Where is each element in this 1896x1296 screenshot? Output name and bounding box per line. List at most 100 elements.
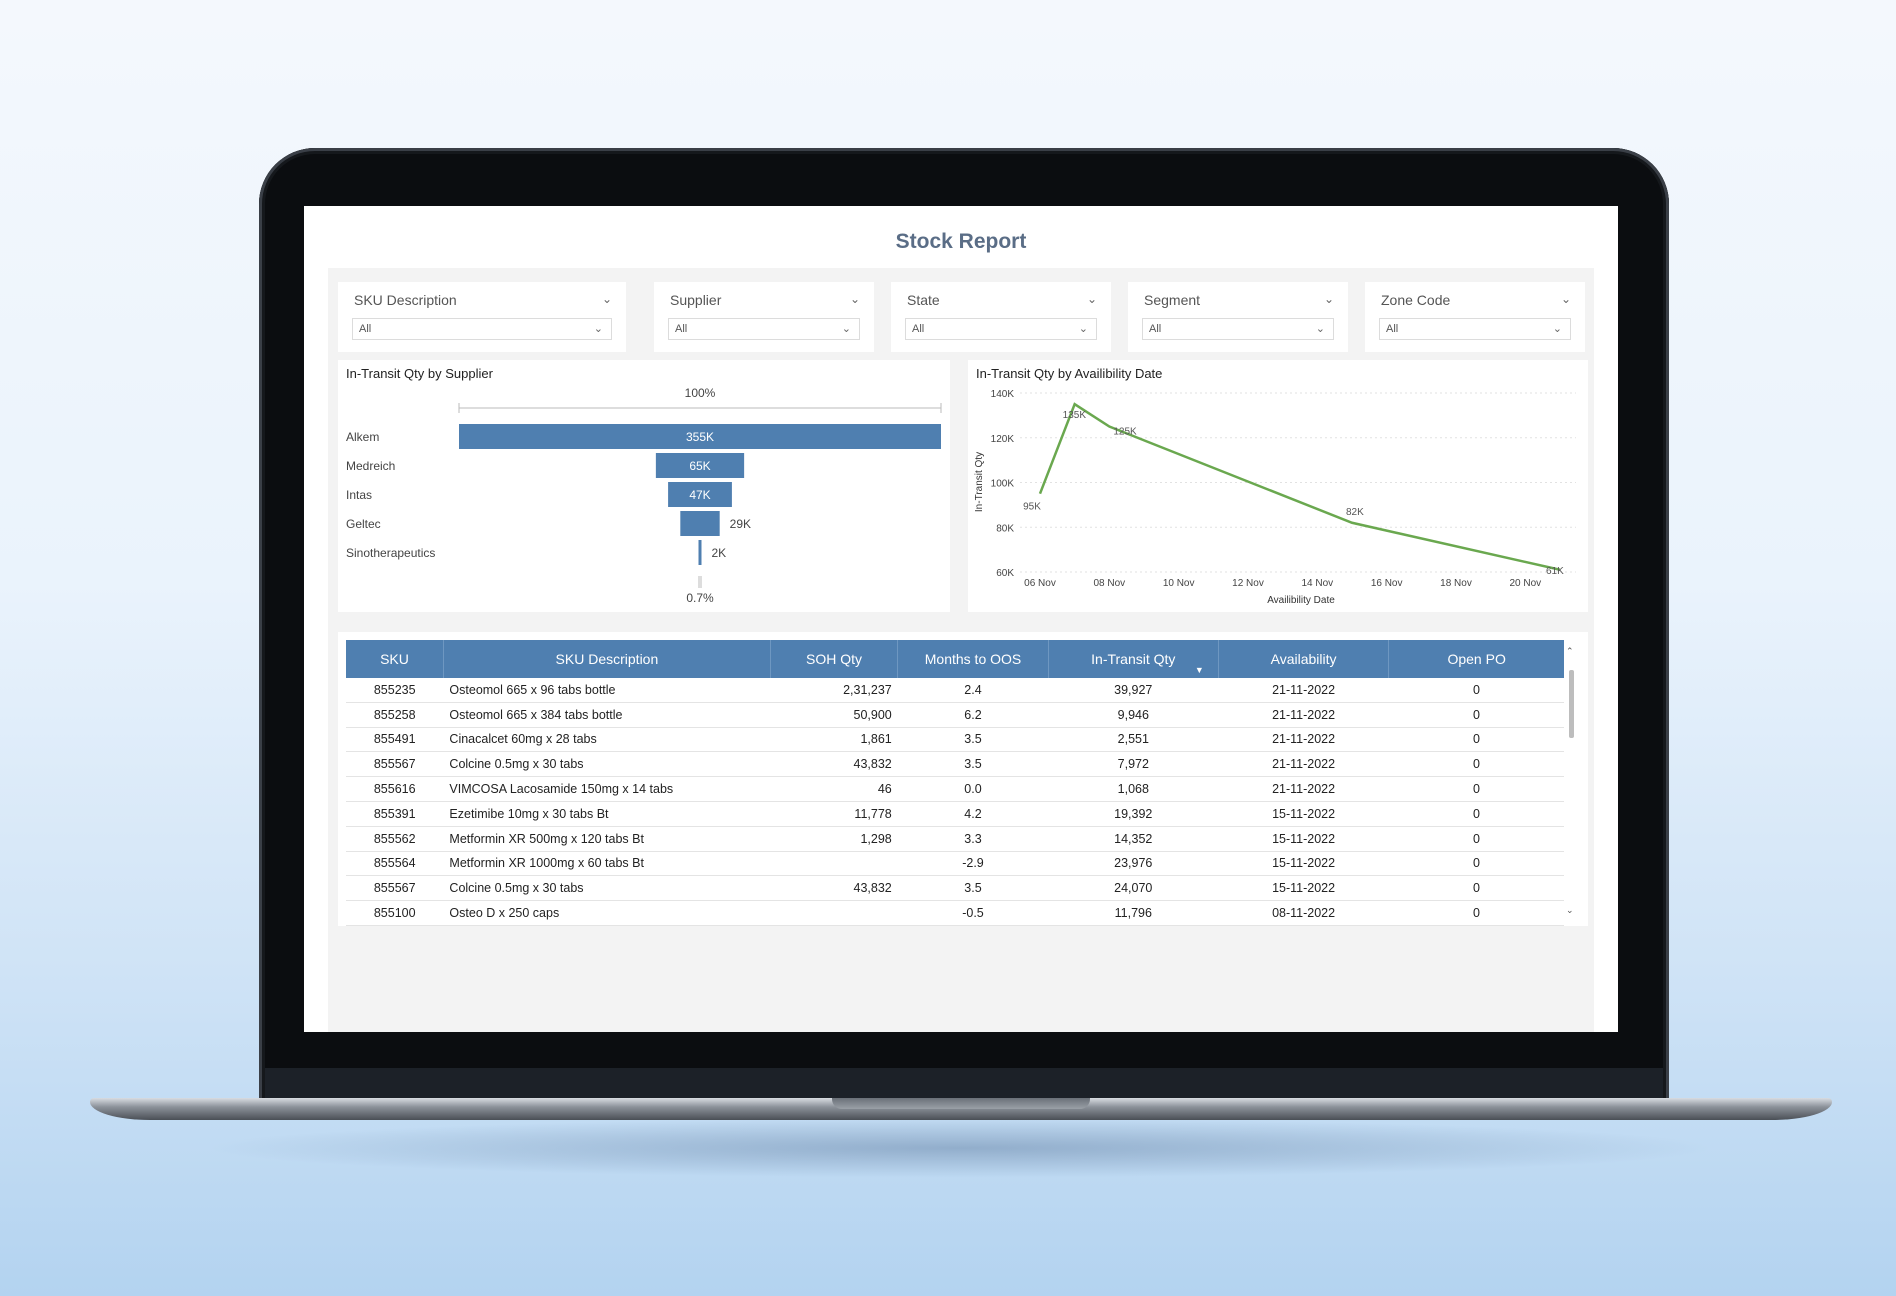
cell-soh-qty: 1,861 — [770, 727, 898, 753]
table-row[interactable]: 855391 Ezetimibe 10mg x 30 tabs Bt 11,778 4… — [346, 801, 1564, 827]
cell-open-po: 0 — [1388, 702, 1564, 728]
slicer-sku-description[interactable]: SKU Description ⌄ All ⌄ — [338, 282, 626, 352]
col-header-availability[interactable]: Availability — [1218, 640, 1390, 678]
slicer-dropdown[interactable]: All ⌄ — [352, 318, 612, 340]
cell-in-transit-qty: 39,927 — [1048, 678, 1219, 703]
funnel-top-pct: 100% — [685, 386, 716, 400]
cell-months-to-oos: 4.2 — [897, 801, 1049, 827]
col-header-in-transit-qty[interactable]: In-Transit Qty ▼ — [1048, 640, 1219, 678]
cell-open-po: 0 — [1388, 826, 1564, 852]
report-screen: Stock Report SKU Description ⌄ All ⌄ Sup… — [304, 206, 1618, 1032]
table-row[interactable]: 855100 Osteo D x 250 caps -0.5 11,796 08-11-… — [346, 900, 1564, 926]
table-header-row: SKU SKU Description SOH Qty Months to OO… — [346, 640, 1564, 678]
cell-in-transit-qty: 23,976 — [1048, 851, 1219, 877]
stock-table: SKU SKU Description SOH Qty Months to OO… — [346, 640, 1564, 926]
table-row[interactable]: 855567 Colcine 0.5mg x 30 tabs 43,832 3.5 24… — [346, 875, 1564, 902]
slicer-label: Zone Code — [1381, 292, 1451, 308]
sort-desc-icon[interactable]: ▼ — [1194, 665, 1204, 675]
funnel-bar[interactable] — [680, 511, 720, 536]
chevron-down-icon[interactable]: ⌄ — [1560, 292, 1571, 306]
table-row[interactable]: 855567 Colcine 0.5mg x 30 tabs 43,832 3.5 7,… — [346, 751, 1564, 778]
cell-sku-description: Metformin XR 500mg x 120 tabs Bt — [443, 826, 771, 852]
funnel-category-label: Intas — [346, 488, 372, 502]
col-header-months-to-oos[interactable]: Months to OOS — [897, 640, 1049, 678]
slicer-dropdown[interactable]: All ⌄ — [1379, 318, 1571, 340]
chevron-down-icon[interactable]: ⌄ — [849, 292, 860, 306]
cell-sku: 855564 — [346, 851, 444, 877]
cell-in-transit-qty: 19,392 — [1048, 801, 1219, 827]
chevron-down-icon[interactable]: ⌄ — [1323, 292, 1334, 306]
line-y-axis-label: In-Transit Qty — [974, 452, 985, 512]
line-point-label: 82K — [1346, 507, 1364, 518]
slicer-label: Supplier — [670, 292, 722, 308]
slicer-dropdown[interactable]: All ⌄ — [905, 318, 1097, 340]
scroll-up-icon[interactable]: ⌃ — [1566, 646, 1574, 656]
col-header-sku[interactable]: SKU — [346, 640, 444, 678]
funnel-bar[interactable] — [668, 482, 732, 507]
cell-availability: 21-11-2022 — [1218, 751, 1389, 778]
cell-open-po: 0 — [1388, 751, 1564, 778]
col-header-soh-qty[interactable]: SOH Qty — [770, 640, 899, 678]
cell-open-po: 0 — [1388, 776, 1564, 802]
cell-months-to-oos: 3.5 — [897, 727, 1049, 753]
cell-open-po: 0 — [1388, 875, 1564, 902]
laptop-notch — [832, 1098, 1090, 1109]
cell-soh-qty: 1,298 — [770, 826, 898, 852]
slicer-segment[interactable]: Segment ⌄ All ⌄ — [1128, 282, 1348, 352]
report-title: Stock Report — [895, 230, 1027, 253]
table-row[interactable]: 855258 Osteomol 665 x 384 tabs bottle 50,9… — [346, 702, 1564, 728]
cell-availability: 21-11-2022 — [1218, 678, 1389, 703]
funnel-bar[interactable] — [655, 453, 745, 478]
funnel-bar[interactable] — [459, 424, 941, 449]
chevron-down-icon: ⌄ — [593, 323, 603, 335]
cell-months-to-oos: 3.5 — [897, 751, 1049, 778]
cell-sku-description: Ezetimibe 10mg x 30 tabs Bt — [443, 801, 771, 827]
chevron-down-icon[interactable]: ⌄ — [1086, 292, 1097, 306]
slicer-supplier[interactable]: Supplier ⌄ All ⌄ — [654, 282, 874, 352]
line-point-label: 61K — [1546, 566, 1564, 577]
slicer-zone-code[interactable]: Zone Code ⌄ All ⌄ — [1365, 282, 1585, 352]
table-row[interactable]: 855564 Metformin XR 1000mg x 60 tabs Bt -2… — [346, 851, 1564, 877]
slicer-value: All — [1149, 323, 1162, 335]
report-canvas: SKU Description ⌄ All ⌄ Supplier ⌄ All ⌄… — [328, 268, 1594, 1032]
funnel-category-label: Alkem — [346, 430, 379, 444]
line-chart-panel: In-Transit Qty by Availibility Date In-T… — [968, 360, 1588, 612]
cell-sku: 855235 — [346, 678, 444, 703]
slicer-dropdown[interactable]: All ⌄ — [668, 318, 860, 340]
cell-open-po: 0 — [1388, 801, 1564, 827]
col-header-open-po[interactable]: Open PO — [1388, 640, 1564, 678]
col-header-sku-description[interactable]: SKU Description — [443, 640, 771, 678]
funnel-data-label: 29K — [730, 517, 751, 531]
line-x-tick-label: 18 Nov — [1440, 578, 1472, 589]
table-row[interactable]: 855491 Cinacalcet 60mg x 28 tabs 1,861 3.5 2… — [346, 727, 1564, 753]
scroll-thumb[interactable] — [1569, 670, 1574, 738]
line-series[interactable] — [1038, 402, 1561, 571]
slicer-dropdown[interactable]: All ⌄ — [1142, 318, 1334, 340]
line-point-label: 125K — [1113, 427, 1137, 438]
slicer-state[interactable]: State ⌄ All ⌄ — [891, 282, 1111, 352]
funnel-chart-title: In-Transit Qty by Supplier — [346, 366, 493, 381]
cell-months-to-oos: 3.3 — [897, 826, 1049, 852]
cell-soh-qty — [770, 900, 898, 926]
slicer-value: All — [912, 323, 925, 335]
cell-in-transit-qty: 9,946 — [1048, 702, 1219, 728]
table-row[interactable]: 855562 Metformin XR 500mg x 120 tabs Bt 1,… — [346, 826, 1564, 852]
scroll-down-icon[interactable]: ⌄ — [1566, 905, 1574, 915]
funnel-data-label: 65K — [689, 459, 710, 473]
cell-sku: 855100 — [346, 900, 444, 926]
funnel-bar[interactable] — [698, 540, 702, 565]
cell-sku: 855491 — [346, 727, 444, 753]
cell-soh-qty: 50,900 — [770, 702, 898, 728]
slicer-label: State — [907, 292, 940, 308]
cell-availability: 15-11-2022 — [1218, 875, 1389, 902]
funnel-category-label: Medreich — [346, 459, 395, 473]
table-row[interactable]: 855235 Osteomol 665 x 96 tabs bottle 2,31,… — [346, 678, 1564, 703]
line-x-axis-label: Availibility Date — [1267, 595, 1335, 606]
line-x-tick-label: 20 Nov — [1509, 578, 1541, 589]
cell-sku-description: Colcine 0.5mg x 30 tabs — [443, 875, 771, 902]
cell-availability: 21-11-2022 — [1218, 702, 1389, 728]
table-row[interactable]: 855616 VIMCOSA Lacosamide 150mg x 14 tabs… — [346, 776, 1564, 802]
line-x-tick-label: 14 Nov — [1301, 578, 1333, 589]
table-scrollbar[interactable]: ⌃ ⌄ — [1566, 646, 1576, 916]
chevron-down-icon[interactable]: ⌄ — [601, 292, 612, 306]
